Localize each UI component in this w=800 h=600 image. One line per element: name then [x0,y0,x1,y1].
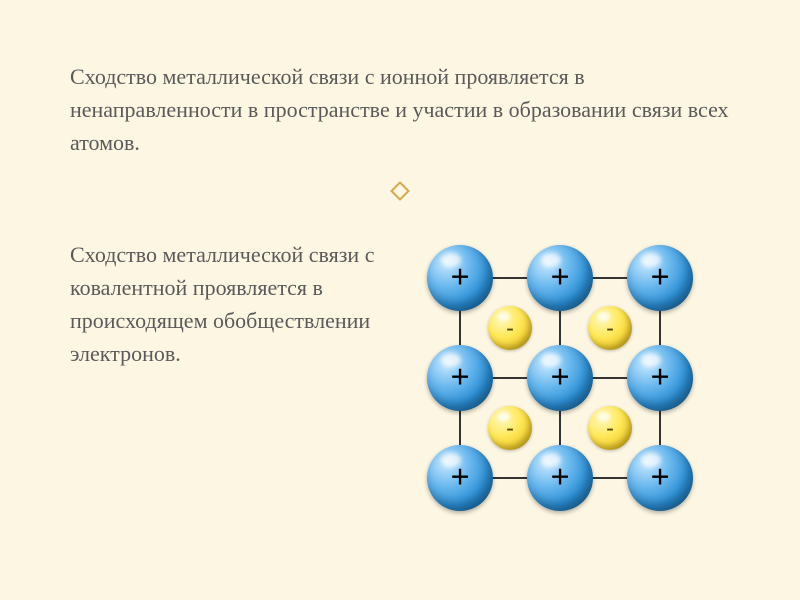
metal-cation: + [427,345,493,411]
metal-cation: + [427,245,493,311]
electron: - [488,306,532,350]
metal-cation: + [627,345,693,411]
metal-cation: + [627,445,693,511]
electron: - [588,406,632,450]
metal-cation: + [427,445,493,511]
section-divider [70,184,730,203]
diamond-icon [390,181,410,201]
metal-cation: + [527,345,593,411]
paragraph-covalent-similarity: Сходство металлической связи с ковалентн… [70,238,380,370]
metallic-lattice-diagram: ----+++++++++ [420,238,700,518]
metal-cation: + [527,245,593,311]
paragraph-ionic-similarity: Сходство металлической связи с ионной пр… [70,60,730,159]
electron: - [488,406,532,450]
electron: - [588,306,632,350]
metal-cation: + [527,445,593,511]
metal-cation: + [627,245,693,311]
